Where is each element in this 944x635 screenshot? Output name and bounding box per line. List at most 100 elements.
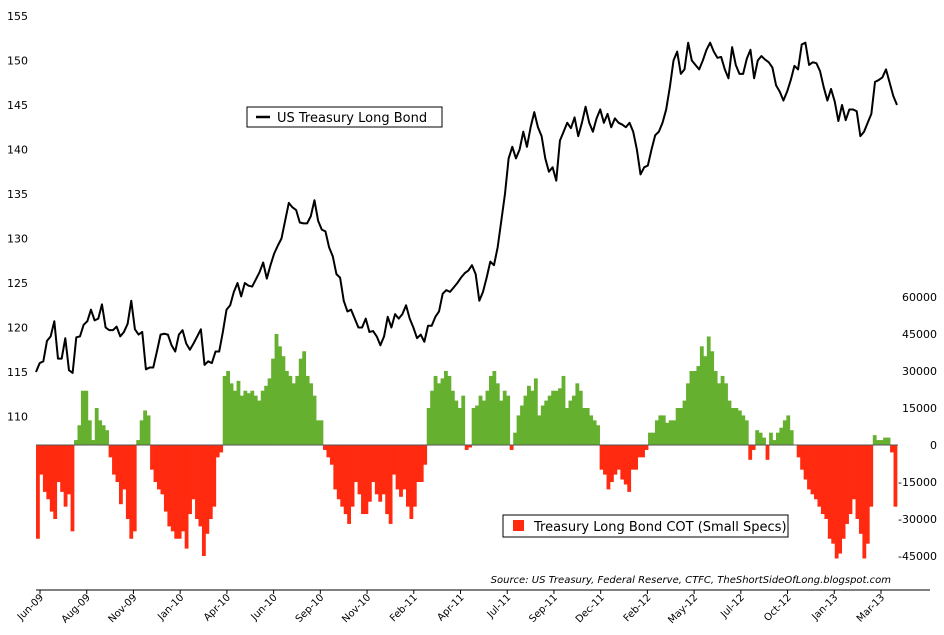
cot-bar [502,390,507,445]
cot-bar [87,420,92,445]
cot-bar [323,445,327,450]
cot-bar [42,445,47,492]
cot-bar [661,415,666,445]
cot-bar [326,445,331,458]
cot-bar [862,445,867,559]
cot-bar [578,390,583,445]
cot-bar [125,445,130,519]
right-tick-label: 0 [930,439,937,452]
cot-bar [710,351,715,445]
cot-bar [834,445,839,559]
cot-bar [827,445,832,539]
left-axis: 110 115 120 125 130 135 140 145 150 155 [7,10,28,424]
cot-bar [800,445,804,470]
x-tick-label: Jun-10 [249,592,280,623]
x-tick-label: Feb-12 [622,592,654,624]
cot-bar [212,445,217,507]
x-tick-label: Oct-12 [762,592,794,624]
cot-bar [267,378,272,445]
cot-bar [679,408,683,445]
x-tick-label: May-12 [666,592,700,626]
cot-bar [855,445,860,519]
cot-bar [174,445,179,539]
right-tick-label: -30000 [898,513,937,526]
cot-bar [831,445,836,544]
x-tick-label: Jan-10 [155,592,186,623]
cot-bar [523,395,528,445]
right-tick-label: 45000 [902,328,937,341]
cot-bar [319,420,324,445]
cot-bar [731,408,735,445]
cot-bar [803,445,808,480]
x-axis: Jun-09 Aug-09 Nov-09 Jan-10 Apr-10 Jun-10 Sep-… [15,590,887,626]
cot-bar [101,425,106,445]
cot-bar [80,390,85,445]
cot-bar [537,415,542,445]
left-tick-label: 155 [7,10,28,23]
cot-bar [271,358,275,445]
x-tick-label: Apr-11 [436,592,467,623]
cot-bar [364,445,369,515]
left-tick-label: 125 [7,277,28,290]
cot-bar [665,422,670,445]
cot-bar [371,445,376,482]
cot-bar [343,445,348,515]
cot-bar [329,445,334,465]
left-tick-label: 150 [7,55,28,68]
cot-bar [63,445,68,507]
cot-bar [236,380,241,445]
cot-bar [869,445,874,507]
cot-bar [177,445,182,539]
cot-bar [281,356,286,445]
cot-bar [219,445,224,453]
cot-bar [568,400,573,445]
cot-bar [108,445,113,458]
x-tick-label: Dec-11 [574,592,607,625]
cot-bar [240,395,244,445]
cot-bar [278,346,282,445]
cot-bar [118,445,123,505]
cot-bar [775,432,780,445]
right-tick-label: 60000 [902,291,937,304]
cot-bar [516,415,521,445]
cot-bar [575,383,580,445]
cot-bar [755,430,760,445]
cot-bar [60,445,65,492]
cot-bar [112,445,116,475]
cot-bar [312,395,317,445]
cot-bar [592,420,597,445]
x-tick-label: Aug-09 [60,592,93,625]
cot-bar [641,445,645,458]
left-tick-label: 115 [7,366,28,379]
cot-bar [105,430,109,445]
cot-bar [482,400,486,445]
cot-bar [201,445,206,556]
cot-bar [146,415,151,445]
cot-bar [883,437,887,445]
cot-bar [506,395,511,445]
cot-bar [789,430,794,445]
cot-bar [637,445,642,458]
cot-bar [751,445,756,450]
cot-bar [879,440,884,445]
cot-bar [250,390,255,445]
cot-bar [132,445,137,532]
cot-bar [565,408,569,445]
cot-bar [395,445,400,490]
cot-bar [423,445,428,465]
cot-bar [150,445,154,470]
cot-bar [841,445,846,539]
cot-bar [340,445,345,507]
cot-bar [184,445,189,549]
cot-bar [336,445,341,500]
cot-bar [91,440,96,445]
cot-bar [893,445,898,507]
left-tick-label: 110 [7,411,28,424]
cot-bar [672,420,677,445]
cot-bar [36,445,40,539]
cot-bar [727,400,732,445]
cot-bar [253,395,258,445]
cot-bar [284,371,289,445]
cot-bar [527,385,531,445]
